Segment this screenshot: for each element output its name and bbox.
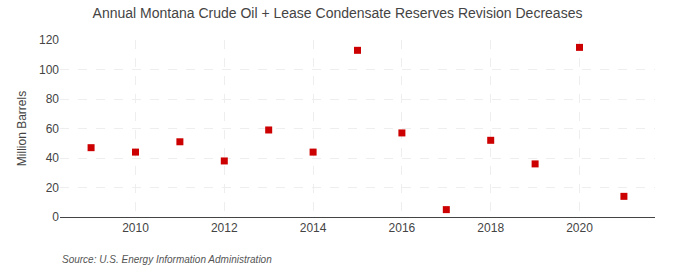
svg-text:Annual Montana Crude Oil + Lea: Annual Montana Crude Oil + Lease Condens…	[93, 5, 583, 21]
svg-text:2016: 2016	[389, 221, 416, 235]
svg-text:2014: 2014	[300, 221, 327, 235]
svg-text:2020: 2020	[566, 221, 593, 235]
svg-text:20: 20	[46, 181, 60, 195]
svg-text:Source: U.S. Energy Informatio: Source: U.S. Energy Information Administ…	[62, 254, 272, 265]
svg-text:2010: 2010	[122, 221, 149, 235]
svg-text:2018: 2018	[477, 221, 504, 235]
svg-text:60: 60	[46, 122, 60, 136]
svg-text:120: 120	[39, 33, 59, 47]
svg-text:40: 40	[46, 151, 60, 165]
svg-text:Million Barrels: Million Barrels	[15, 91, 29, 166]
svg-text:2012: 2012	[211, 221, 238, 235]
svg-text:80: 80	[46, 92, 60, 106]
svg-text:0: 0	[52, 210, 59, 224]
svg-text:100: 100	[39, 63, 59, 77]
